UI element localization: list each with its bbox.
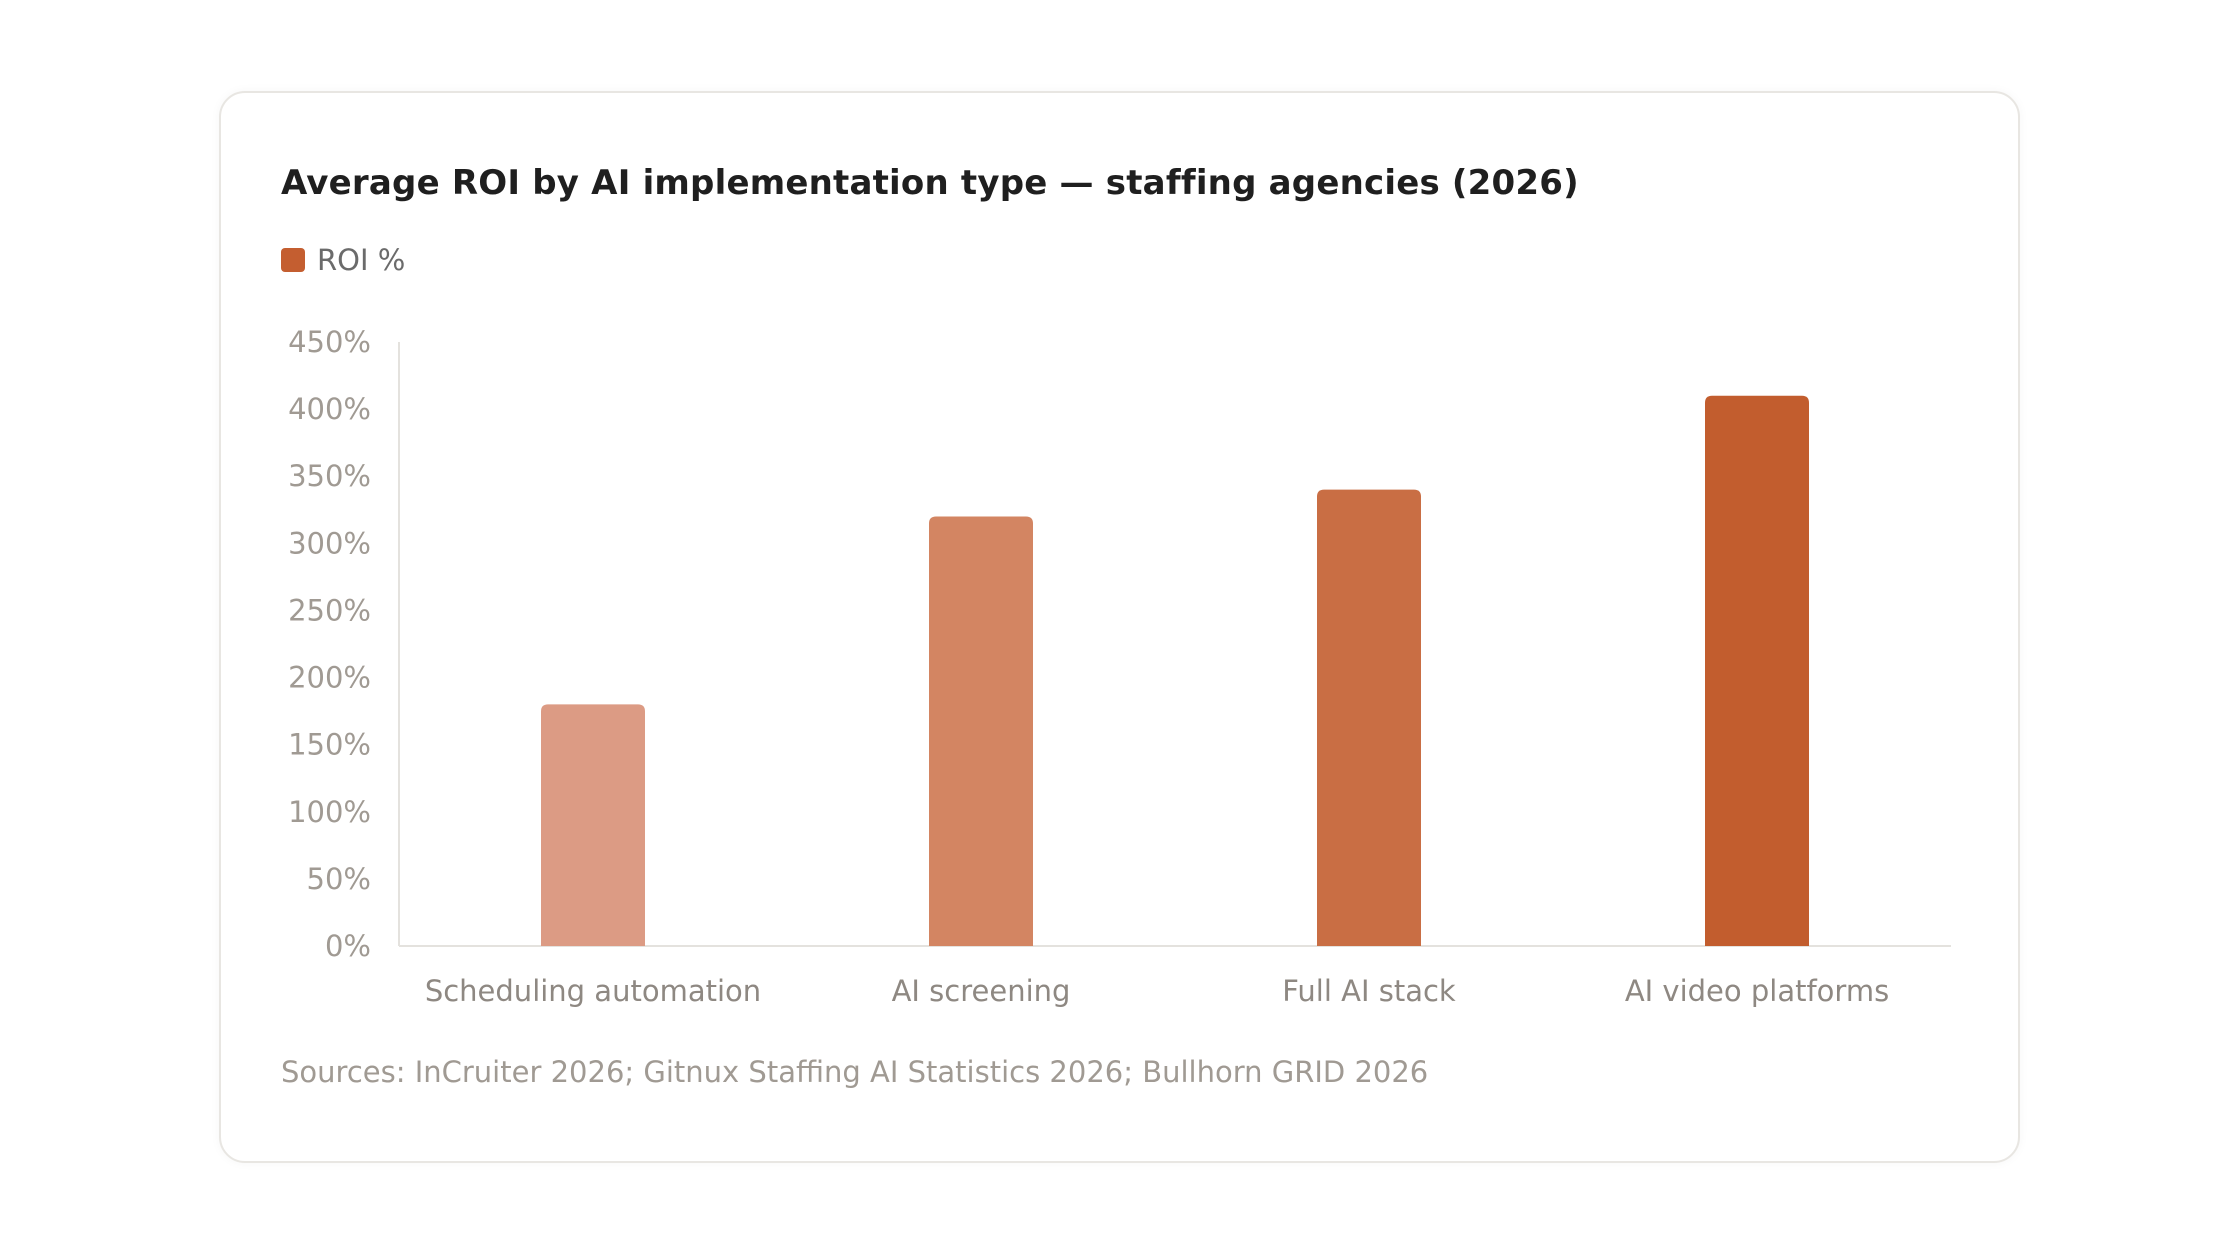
chart-card: Average ROI by AI implementation type — … bbox=[219, 91, 2020, 1163]
y-tick-label: 0% bbox=[325, 929, 371, 963]
y-tick-label: 400% bbox=[288, 392, 371, 426]
y-tick-label: 250% bbox=[288, 593, 371, 627]
chart-legend: ROI % bbox=[281, 243, 405, 277]
y-tick-label: 50% bbox=[307, 862, 371, 896]
y-tick-label: 450% bbox=[288, 325, 371, 359]
bar-2 bbox=[929, 516, 1033, 946]
bar-4 bbox=[1705, 395, 1809, 946]
bar-chart: 0% 50% 100% 150% 200% 250% 300% 350% 400% 450% Sch… bbox=[288, 325, 1951, 1008]
legend-swatch bbox=[281, 248, 305, 272]
x-category-label: AI screening bbox=[892, 974, 1071, 1008]
bar-1 bbox=[541, 704, 645, 946]
x-category-label: AI video platforms bbox=[1625, 974, 1889, 1008]
legend-label: ROI % bbox=[317, 243, 406, 277]
chart-title: Average ROI by AI implementation type — … bbox=[281, 163, 1579, 203]
x-category-label: Full AI stack bbox=[1282, 974, 1456, 1008]
y-tick-label: 200% bbox=[288, 661, 371, 695]
y-tick-label: 300% bbox=[288, 526, 371, 560]
y-tick-label: 100% bbox=[288, 795, 371, 829]
chart-source-note: Sources: InCruiter 2026; Gitnux Staffing… bbox=[281, 1055, 1429, 1089]
x-category-label: Scheduling automation bbox=[425, 974, 761, 1008]
y-tick-label: 350% bbox=[288, 459, 371, 493]
y-tick-label: 150% bbox=[288, 728, 371, 762]
bar-3 bbox=[1317, 489, 1421, 946]
